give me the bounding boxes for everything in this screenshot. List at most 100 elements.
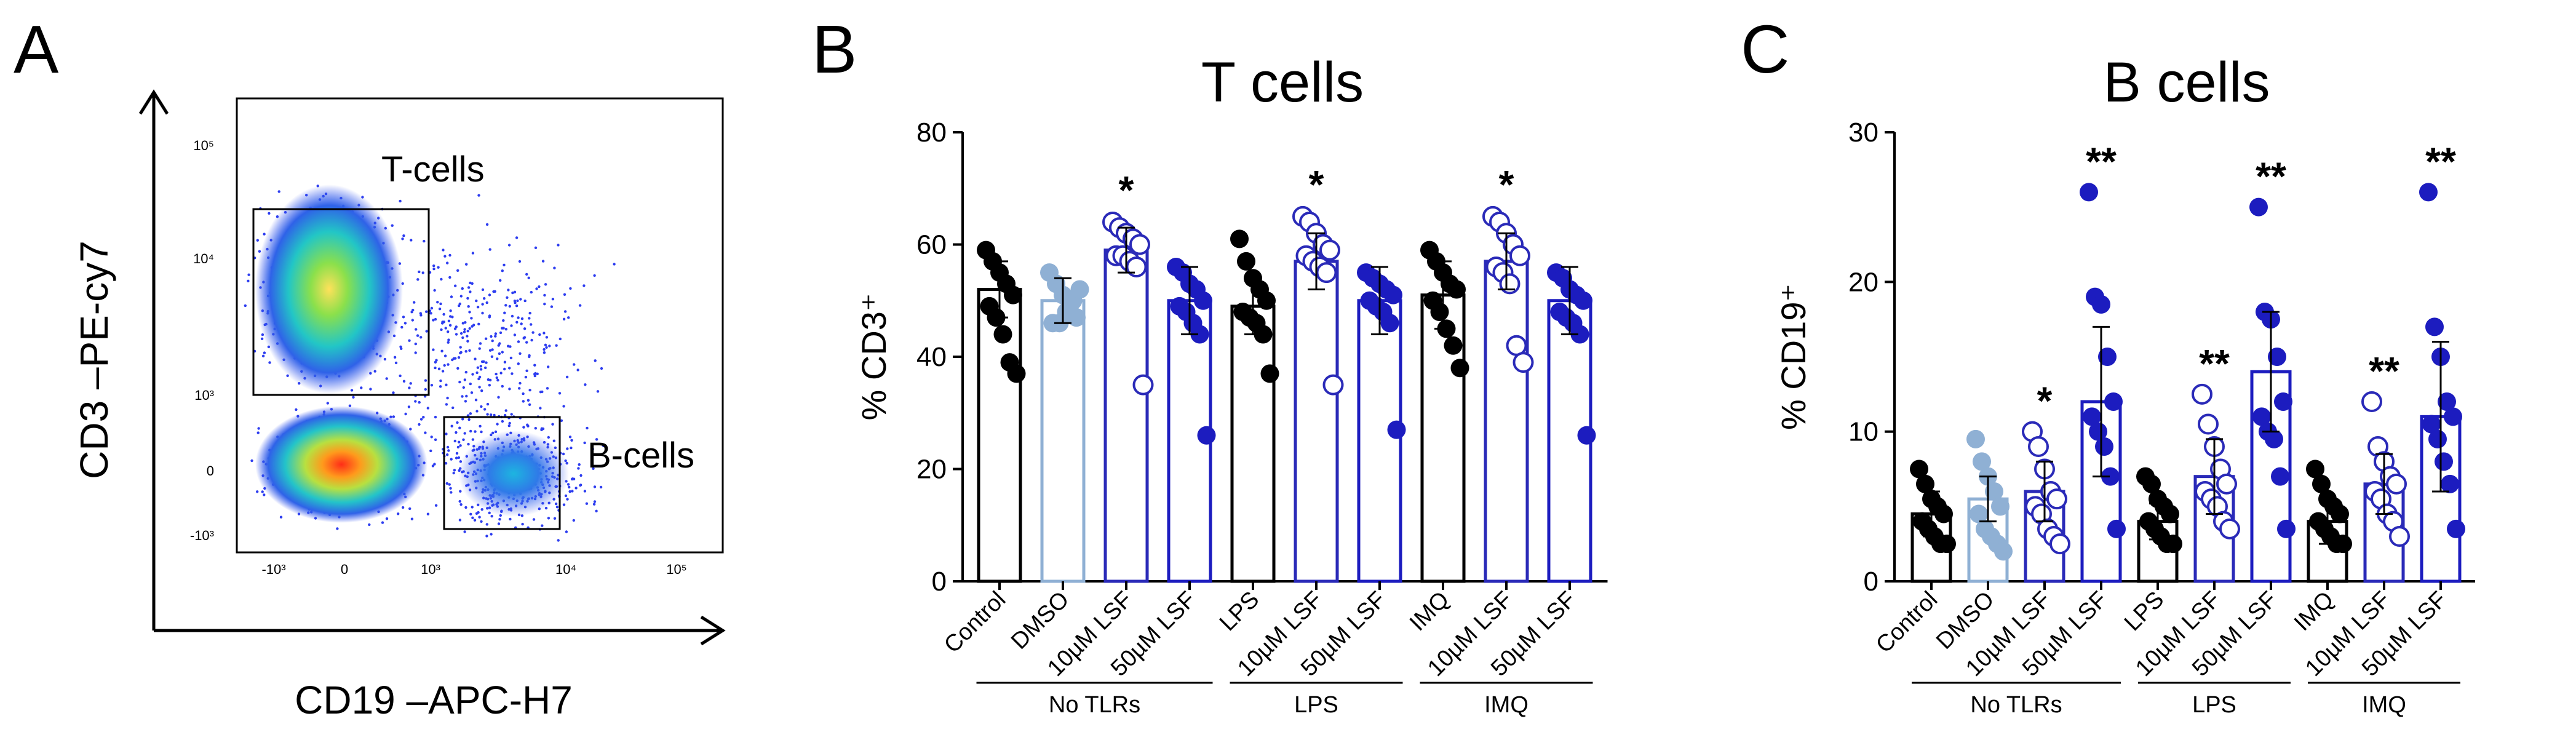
scatter-dot	[546, 387, 549, 390]
t-cell-population	[255, 185, 403, 394]
scatter-dot	[418, 270, 421, 274]
scatter-dot	[459, 332, 463, 335]
category-label: Control	[939, 587, 1011, 658]
scatter-dot	[519, 381, 522, 385]
scatter-dot	[459, 444, 462, 447]
scatter-dot	[416, 278, 419, 281]
scatter-dot	[491, 348, 494, 351]
scatter-dot	[479, 342, 482, 345]
scatter-dot	[594, 359, 597, 362]
b-cell-gate	[443, 416, 561, 530]
scatter-dot	[504, 304, 507, 307]
scatter-dot	[481, 288, 485, 292]
scatter-dot	[400, 347, 403, 350]
scatter-dot	[533, 374, 536, 378]
data-point	[1994, 542, 2013, 561]
scatter-dot	[336, 527, 339, 530]
scatter-dot	[504, 409, 507, 412]
scatter-dot	[381, 521, 384, 524]
scatter-dot	[488, 248, 491, 251]
data-point	[2083, 407, 2101, 426]
svg-text:10³: 10³	[421, 562, 440, 577]
data-point	[2080, 183, 2098, 202]
scatter-dot	[450, 458, 453, 461]
scatter-dot	[402, 234, 405, 237]
scatter-dot	[545, 346, 548, 349]
scatter-dot	[613, 263, 616, 266]
b-cells-chart: C B cells% CD19⁺0102030ControlDMSO*10µM …	[1741, 12, 2475, 718]
panel-b: B T cells% CD3⁺ 0 20 40 60 80 Control DMSO * 10µM…	[800, 0, 1691, 748]
significance-marker: **	[2086, 139, 2117, 183]
scatter-dot	[480, 405, 483, 408]
scatter-dot	[569, 287, 572, 290]
scatter-dot	[438, 308, 442, 311]
scatter-dot	[565, 530, 568, 533]
data-point	[1973, 452, 1991, 471]
scatter-dot	[459, 503, 463, 506]
panel-label-c: C	[1741, 12, 1789, 87]
significance-marker: *	[1119, 168, 1134, 212]
scatter-dot	[414, 342, 417, 346]
scatter-dot	[538, 333, 541, 336]
scatter-dot	[567, 316, 570, 319]
scatter-dot	[447, 319, 451, 322]
scatter-dot	[572, 519, 575, 522]
scatter-dot	[564, 494, 568, 498]
scatter-dot	[450, 295, 453, 298]
scatter-dot	[503, 367, 506, 371]
data-point	[2419, 183, 2438, 202]
scatter-dot	[518, 387, 521, 390]
data-point	[1938, 535, 1956, 554]
scatter-dot	[444, 462, 448, 465]
scatter-dot	[433, 288, 436, 292]
scatter-dot	[538, 285, 541, 288]
scatter-dot	[458, 426, 461, 429]
scatter-dot	[410, 517, 414, 520]
scatter-dot	[455, 431, 458, 434]
scatter-dot	[424, 431, 427, 434]
scatter-dot	[541, 524, 544, 527]
data-point	[1190, 325, 1209, 344]
scatter-dot	[573, 363, 576, 366]
scatter-dot	[488, 316, 491, 319]
scatter-dot	[517, 362, 520, 365]
scatter-dot	[432, 268, 435, 271]
scatter-dot	[543, 303, 546, 306]
scatter-dot	[465, 263, 468, 266]
scatter-dot	[471, 506, 474, 509]
scatter-dot	[530, 323, 533, 326]
scatter-dot	[326, 402, 329, 405]
scatter-dot	[459, 351, 463, 354]
scatter-dot	[463, 378, 466, 381]
data-point	[2306, 460, 2324, 479]
scatter-dot	[514, 301, 517, 304]
scatter-dot	[495, 376, 498, 380]
scatter-dot	[268, 361, 271, 364]
data-point	[2334, 535, 2352, 554]
scatter-dot	[494, 430, 498, 434]
scatter-dot	[593, 274, 596, 277]
scatter-dot	[570, 439, 573, 442]
significance-marker: *	[1499, 162, 1514, 207]
category-label: Control	[1871, 587, 1942, 658]
scatter-dot	[425, 330, 428, 333]
data-point	[2028, 436, 2049, 457]
scatter-dot	[563, 310, 567, 313]
scatter-dot	[408, 507, 411, 511]
scatter-dot	[477, 511, 480, 514]
scatter-dot	[263, 351, 266, 354]
scatter-dot	[421, 271, 424, 274]
scatter-dot	[599, 485, 603, 489]
scatter-dot	[468, 311, 471, 314]
scatter-dot	[570, 447, 573, 450]
significance-marker: **	[2256, 154, 2286, 199]
scatter-dot	[478, 375, 482, 379]
svg-text:0: 0	[207, 463, 214, 479]
scatter-dot	[439, 302, 442, 306]
y-tick-label: 0	[932, 567, 947, 597]
scatter-dot	[399, 199, 402, 203]
scatter-dot	[452, 471, 455, 475]
scatter-dot	[469, 429, 472, 433]
bar	[1357, 299, 1402, 583]
scatter-dot	[592, 467, 595, 470]
